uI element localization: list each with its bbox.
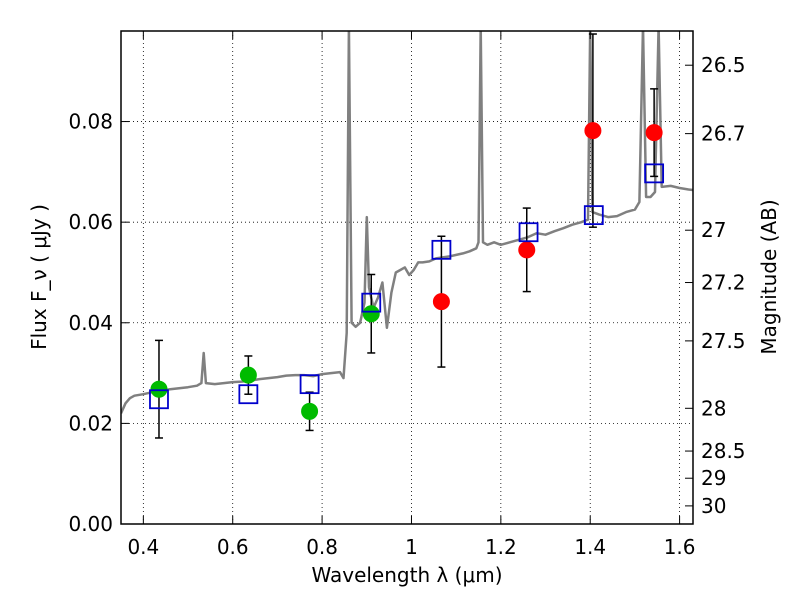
- mag-tick-label: 27.2: [701, 271, 746, 295]
- y-axis-label: Flux F_ν ( μJy ): [27, 204, 51, 350]
- model-photometry-square: [583, 205, 604, 226]
- x-tick-label: 0.6: [217, 535, 249, 559]
- y-tick-label: 0.02: [68, 411, 113, 435]
- mag-tick-label: 26.5: [701, 53, 746, 77]
- observed-point-green: [301, 402, 319, 420]
- mag-tick-label: 29: [701, 466, 726, 490]
- model-photometry-square: [149, 389, 169, 410]
- mag-tick-label: 28: [701, 396, 726, 420]
- ticks: [121, 31, 693, 525]
- mag-tick-label: 28.5: [701, 439, 746, 463]
- y-tick-label: 0.08: [68, 110, 113, 134]
- observed-point-red: [432, 293, 450, 311]
- x-tick-label: 1.2: [485, 535, 517, 559]
- model-photometry-square: [361, 292, 382, 313]
- observed-point-green: [362, 305, 380, 323]
- model-photometry-square: [238, 384, 259, 405]
- plot-frame: [120, 30, 694, 525]
- y-tick-label: 0.04: [68, 311, 113, 335]
- y-tick-label: 0.06: [68, 210, 113, 234]
- spectrum-layer: [121, 31, 693, 414]
- mag-tick-label: 26.7: [701, 122, 746, 146]
- mag-tick-label: 30: [701, 494, 726, 518]
- points-layer: [150, 122, 663, 420]
- tick-labels: 0.4 0.6 0.8 1 1.2 1.4 1.6 0.00 0.02 0.04 0.06 0.08 2…: [68, 53, 745, 559]
- x-tick-label: 1.4: [574, 535, 606, 559]
- mag-tick-label: 27.5: [701, 329, 746, 353]
- model-photometry-square: [644, 163, 665, 184]
- mag-tick-label: 27: [701, 218, 726, 242]
- observed-point-red: [645, 124, 663, 142]
- model-photometry-square: [299, 374, 320, 395]
- plot-background: [121, 31, 693, 524]
- x-tick-label: 0.8: [306, 535, 338, 559]
- y-tick-label: 0.00: [68, 512, 113, 536]
- x-tick-label: 1.6: [664, 535, 696, 559]
- observed-point-red: [518, 241, 536, 259]
- x-tick-label: 1: [405, 535, 418, 559]
- squares-layer: [149, 163, 665, 410]
- model-photometry-square: [518, 222, 539, 243]
- model-photometry-square: [431, 239, 452, 260]
- x-axis-label: Wavelength λ (μm): [311, 563, 502, 587]
- observed-point-green: [150, 380, 168, 398]
- model-spectrum-line: [121, 31, 693, 414]
- x-tick-label: 0.4: [127, 535, 159, 559]
- observed-point-green: [239, 366, 257, 384]
- right-axis-label: Magnitude (AB): [757, 199, 781, 354]
- observed-point-red: [584, 122, 602, 140]
